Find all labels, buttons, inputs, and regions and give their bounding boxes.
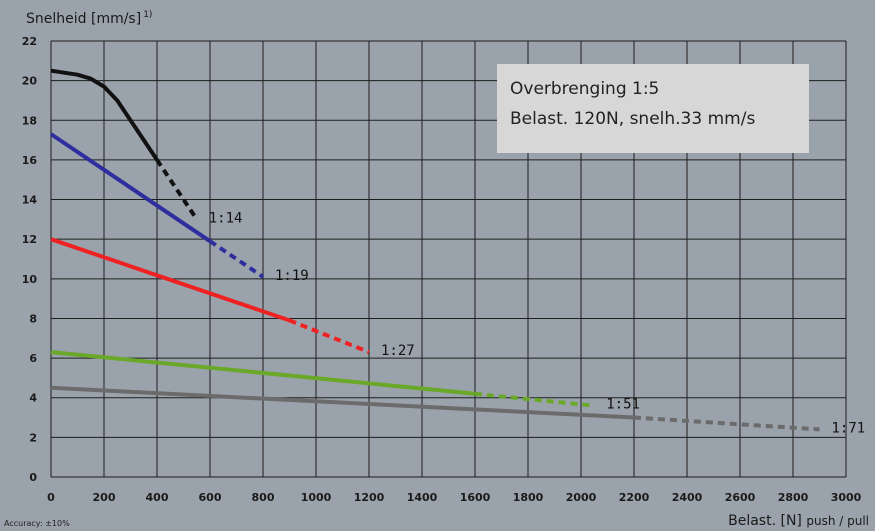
x-tick-label: 600 [199,491,222,504]
x-tick-label: 2200 [619,491,650,504]
x-tick-label: 2000 [566,491,597,504]
series-line-solid [50,237,291,323]
info-line-2: Belast. 120N, snelh.33 mm/s [510,109,755,129]
series-line-solid [49,132,212,243]
y-tick-label: 4 [29,392,37,405]
y-axis-label: Snelheid [mm/s] 1) [26,10,152,27]
y-tick-label: 18 [22,114,37,127]
x-tick-label: 2400 [672,491,703,504]
series-line-dashed [633,415,820,432]
series-label: 1:19 [275,268,309,284]
y-tick-label: 8 [29,312,37,325]
series-line-dashed [208,239,265,279]
x-tick-label: 800 [252,491,275,504]
y-tick-label: 6 [29,352,37,365]
y-tick-label: 14 [22,194,38,207]
axis-ticks: 0 200 400 600 800 1000 1200 1400 1600 1800 2000 220… [22,35,862,504]
series-lines: 1:14 1:19 1:27 1:51 1:71 [49,68,866,436]
y-tick-label: 12 [22,233,37,246]
y-tick-label: 16 [22,154,38,167]
x-tick-label: 1600 [460,491,491,504]
series-label: 1:71 [832,420,866,436]
x-tick-label: 200 [93,491,116,504]
accuracy-note: Accuracy: ±10% [4,519,70,528]
x-tick-label: 400 [146,491,169,504]
info-box: Overbrenging 1:5 Belast. 120N, snelh.33 … [497,64,809,153]
y-tick-label: 22 [22,35,37,48]
x-tick-label: 1800 [513,491,544,504]
y-tick-label: 20 [22,75,38,88]
series-label: 1:14 [209,210,243,226]
series-label: 1:27 [381,343,415,359]
series-line-dashed [288,318,370,354]
x-tick-label: 2800 [778,491,809,504]
series-line-dashed [474,391,595,408]
y-tick-label: 2 [29,431,37,444]
x-tick-label: 1400 [407,491,438,504]
series-line-solid [50,350,476,396]
info-line-1: Overbrenging 1:5 [510,79,659,99]
x-tick-label: 1000 [301,491,332,504]
x-axis-label: Belast. [N] push / pull [728,513,869,529]
series-label: 1:51 [606,397,640,413]
series-line-solid [50,385,635,420]
series-line-solid [50,68,159,162]
x-tick-label: 3000 [831,491,862,504]
info-box-bg [497,64,809,153]
x-tick-label: 2600 [725,491,756,504]
x-tick-label: 1200 [354,491,385,504]
y-tick-label: 0 [29,471,37,484]
y-tick-label: 10 [22,273,38,286]
x-tick-label: 0 [47,491,55,504]
